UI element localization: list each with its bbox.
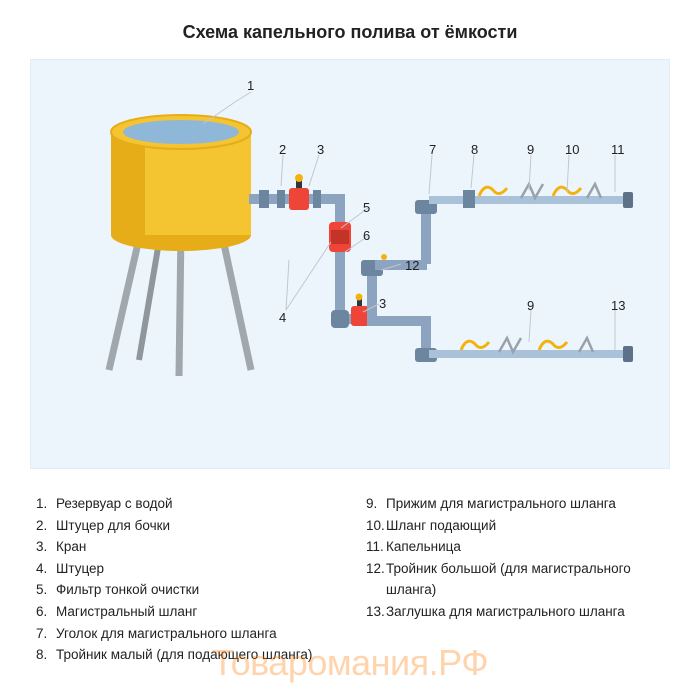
pipe-from-tank bbox=[249, 174, 345, 210]
bottom-header bbox=[367, 316, 633, 362]
callout-12: 12 bbox=[405, 258, 419, 273]
leader-lines bbox=[203, 92, 615, 350]
legend-item: 13. Заглушка для магистрального шланга bbox=[366, 601, 664, 623]
schematic-svg bbox=[31, 60, 671, 470]
diagram: 1237891011561234913 bbox=[30, 59, 670, 469]
water-tank bbox=[111, 115, 251, 251]
callout-9: 9 bbox=[527, 298, 534, 313]
tank-legs bbox=[109, 230, 251, 376]
callout-8: 8 bbox=[471, 142, 478, 157]
callout-2: 2 bbox=[279, 142, 286, 157]
callout-5: 5 bbox=[363, 200, 370, 215]
legend-item: 7. Уголок для магистрального шланга bbox=[36, 623, 334, 645]
legend-item: 6. Магистральный шланг bbox=[36, 601, 334, 623]
callout-1: 1 bbox=[247, 78, 254, 93]
legend-item: 11. Капельница bbox=[366, 536, 664, 558]
legend: 1. Резервуар с водой2. Штуцер для бочки3… bbox=[36, 493, 664, 666]
callout-3: 3 bbox=[317, 142, 324, 157]
callout-10: 10 bbox=[565, 142, 579, 157]
legend-item: 9. Прижим для магистрального шланга bbox=[366, 493, 664, 515]
legend-left-col: 1. Резервуар с водой2. Штуцер для бочки3… bbox=[36, 493, 334, 666]
callout-9: 9 bbox=[527, 142, 534, 157]
callout-4: 4 bbox=[279, 310, 286, 325]
legend-item: 2. Штуцер для бочки bbox=[36, 515, 334, 537]
legend-item: 12. Тройник большой (для магистрального … bbox=[366, 558, 664, 601]
legend-item: 10. Шланг подающий bbox=[366, 515, 664, 537]
callout-3: 3 bbox=[379, 296, 386, 311]
legend-item: 4. Штуцер bbox=[36, 558, 334, 580]
legend-item: 8. Тройник малый (для подающего шланга) bbox=[36, 644, 334, 666]
callout-13: 13 bbox=[611, 298, 625, 313]
legend-item: 1. Резервуар с водой bbox=[36, 493, 334, 515]
legend-item: 3. Кран bbox=[36, 536, 334, 558]
legend-right-col: 9. Прижим для магистрального шланга10. Ш… bbox=[366, 493, 664, 666]
callout-11: 11 bbox=[611, 142, 625, 157]
page-title: Схема капельного полива от ёмкости bbox=[0, 0, 700, 59]
callout-7: 7 bbox=[429, 142, 436, 157]
callout-6: 6 bbox=[363, 228, 370, 243]
legend-item: 5. Фильтр тонкой очистки bbox=[36, 579, 334, 601]
